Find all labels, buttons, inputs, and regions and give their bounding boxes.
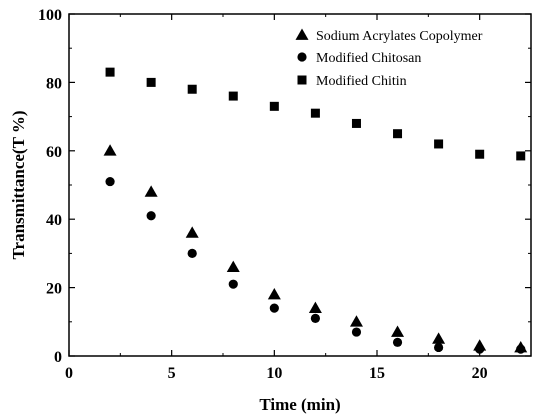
data-point-circle (392, 337, 403, 347)
data-point-triangle (267, 287, 281, 300)
legend: Sodium Acrylates Copolymer Modified Chit… (295, 28, 483, 89)
legend-item-2: Modified Chitin (297, 74, 407, 89)
data-point-square (475, 149, 485, 159)
legend-item-0: Sodium Acrylates Copolymer (295, 28, 483, 44)
y-axis: 0 20 40 60 80 100 (38, 7, 531, 366)
data-point-square (146, 77, 156, 87)
data-point-triangle (103, 144, 117, 156)
data-point-square (393, 129, 403, 139)
plot-area: 0 5 10 15 20 0 20 40 60 80 100 (38, 7, 532, 382)
y-tick-label: 0 (54, 349, 62, 366)
data-point-square (187, 84, 197, 94)
plot-frame (68, 13, 532, 357)
x-tick-label: 0 (65, 365, 73, 382)
data-point-triangle (226, 260, 240, 272)
x-tick-label: 15 (369, 365, 385, 382)
legend-marker-circle (297, 52, 307, 62)
data-point-circle (434, 342, 444, 353)
data-point-triangle (349, 315, 363, 327)
data-points (103, 67, 528, 354)
y-tick-label: 80 (46, 75, 62, 92)
data-point-circle (105, 176, 115, 187)
x-axis-title: Time (min) (259, 395, 340, 414)
legend-symbol (295, 28, 309, 40)
data-point-square (351, 118, 361, 128)
data-point-square (434, 139, 444, 149)
data-point-circle (310, 313, 320, 323)
data-point-square (105, 67, 115, 77)
data-point-triangle (432, 332, 446, 344)
data-point-square (310, 108, 320, 118)
legend-item-1: Modified Chitosan (297, 51, 421, 66)
data-point-square (228, 91, 238, 101)
legend-label: Modified Chitin (316, 74, 407, 89)
data-point-triangle (391, 325, 405, 337)
series-circle (105, 176, 526, 354)
legend-marker-triangle (295, 28, 309, 40)
y-tick-label: 40 (46, 212, 62, 229)
legend-symbol (297, 75, 307, 85)
x-tick-label: 5 (168, 365, 176, 382)
data-point-triangle (308, 301, 322, 313)
data-point-square (516, 151, 526, 161)
x-axis: 0 5 10 15 20 (65, 14, 488, 382)
data-point-circle (228, 279, 238, 289)
legend-marker-square (297, 75, 307, 85)
data-point-circle (475, 344, 485, 354)
data-point-triangle (185, 226, 199, 238)
data-point-circle (269, 303, 279, 313)
x-tick-label: 20 (472, 365, 488, 382)
legend-label: Sodium Acrylates Copolymer (316, 29, 483, 44)
data-point-circle (187, 248, 197, 258)
y-axis-title: Transmittance(T %) (9, 110, 28, 259)
y-tick-label: 20 (46, 281, 62, 298)
y-tick-label: 100 (38, 7, 62, 24)
x-tick-label: 10 (266, 365, 282, 382)
legend-label: Modified Chitosan (316, 51, 421, 66)
data-point-circle (146, 211, 156, 221)
data-point-circle (351, 327, 362, 337)
data-point-triangle (144, 185, 158, 197)
data-point-square (269, 101, 279, 111)
data-point-circle (516, 344, 526, 354)
y-tick-label: 60 (46, 144, 62, 161)
series-square (105, 67, 526, 161)
legend-symbol (297, 52, 307, 62)
